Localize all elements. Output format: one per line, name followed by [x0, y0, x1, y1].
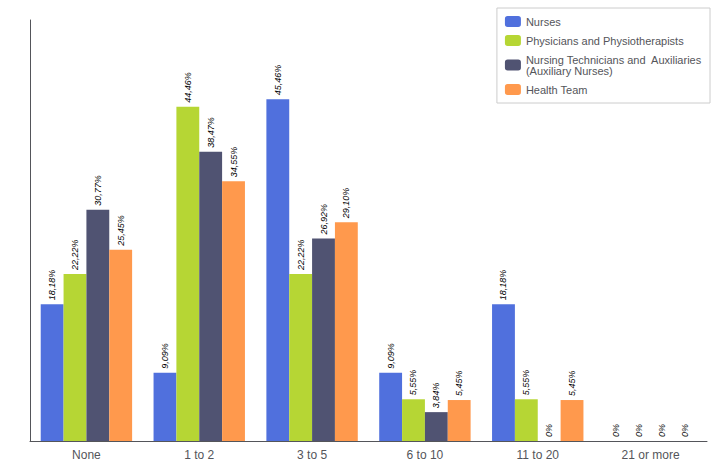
- svg-text:3 to 5: 3 to 5: [297, 448, 327, 462]
- svg-text:5,55%: 5,55%: [408, 370, 418, 396]
- svg-text:1 to 2: 1 to 2: [184, 448, 214, 462]
- svg-text:0%: 0%: [657, 424, 667, 437]
- svg-text:0%: 0%: [611, 424, 621, 437]
- svg-text:25,45%: 25,45%: [116, 215, 126, 247]
- svg-text:22,22%: 22,22%: [70, 239, 80, 271]
- svg-text:5,45%: 5,45%: [567, 370, 577, 396]
- svg-text:0%: 0%: [680, 424, 690, 437]
- svg-text:Physicians and Physiotherapist: Physicians and Physiotherapists: [526, 35, 684, 47]
- svg-text:18,18%: 18,18%: [498, 270, 508, 301]
- svg-text:21 or more: 21 or more: [622, 448, 680, 462]
- svg-text:22,22%: 22,22%: [296, 239, 306, 271]
- svg-text:0%: 0%: [634, 424, 644, 437]
- svg-text:30,77%: 30,77%: [93, 175, 103, 206]
- svg-text:29,10%: 29,10%: [341, 188, 351, 220]
- svg-text:5,45%: 5,45%: [454, 370, 464, 396]
- svg-text:18,18%: 18,18%: [47, 270, 57, 301]
- svg-text:Nursing Technicians and Auxili: Nursing Technicians and Auxiliaries: [525, 53, 702, 66]
- svg-text:3,84%: 3,84%: [431, 383, 441, 409]
- svg-text:26,92%: 26,92%: [319, 204, 329, 236]
- svg-text:9,09%: 9,09%: [160, 343, 170, 369]
- svg-text:Nurses: Nurses: [526, 16, 561, 28]
- svg-text:0%: 0%: [544, 424, 554, 437]
- svg-text:11 to 20: 11 to 20: [517, 448, 560, 462]
- svg-text:(Auxiliary Nurses): (Auxiliary Nurses): [526, 65, 613, 77]
- svg-text:34,55%: 34,55%: [229, 147, 239, 178]
- svg-text:6 to 10: 6 to 10: [407, 448, 444, 462]
- svg-text:5,55%: 5,55%: [521, 370, 531, 396]
- svg-text:None: None: [72, 448, 101, 462]
- svg-text:38,47%: 38,47%: [206, 117, 216, 148]
- svg-text:45,46%: 45,46%: [273, 65, 283, 96]
- svg-text:Health Team: Health Team: [526, 84, 588, 96]
- svg-text:9,09%: 9,09%: [386, 343, 396, 369]
- svg-text:44,46%: 44,46%: [183, 72, 193, 103]
